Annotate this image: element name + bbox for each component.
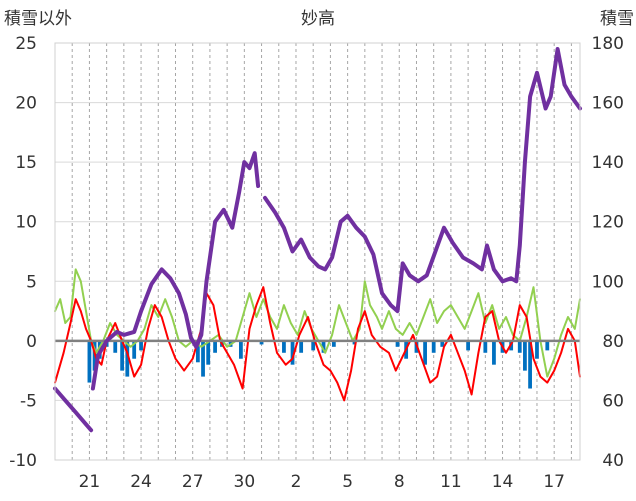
precipitation-bar (545, 340, 550, 351)
precipitation-bar (492, 340, 496, 365)
left-axis-label: 積雪以外 (4, 9, 72, 29)
precipitation-bar (132, 340, 137, 359)
right-tick-label: 180 (592, 34, 624, 54)
precipitation-bar (311, 340, 316, 351)
right-tick-label: 120 (592, 213, 624, 233)
x-tick-label: 14 (492, 472, 514, 492)
precipitation-bar (517, 340, 522, 353)
precipitation-bar (113, 340, 118, 353)
precipitation-bar (352, 340, 357, 345)
snow_depth-line (90, 151, 261, 391)
x-tick-label: 11 (440, 472, 462, 492)
precipitation-bar (321, 340, 326, 353)
right-tick-label: 100 (592, 272, 624, 292)
precipitation-bar (440, 340, 445, 347)
series-lines (53, 47, 582, 433)
precipitation-bar (201, 340, 205, 377)
precipitation-bar (466, 340, 471, 351)
left-tick-label: 0 (26, 332, 37, 352)
left-tick-label: 10 (15, 213, 37, 233)
precipitation-bar (125, 340, 130, 377)
right-tick-label: 60 (602, 391, 624, 411)
precipitation-bar (299, 340, 304, 353)
plot-border (54, 42, 581, 461)
left-tick-label: 25 (15, 34, 37, 54)
precipitation-bar (282, 340, 286, 353)
left-tick-label: 5 (26, 272, 37, 292)
chart-title: 妙高 (301, 9, 335, 29)
precipitation-bar (213, 340, 217, 353)
right-axis-label: 積雪 (600, 9, 634, 29)
precipitation-bar (139, 340, 143, 351)
precipitation-bar (87, 340, 92, 383)
x-tick-label: 2 (291, 472, 302, 492)
snow_depth-line (263, 47, 582, 314)
precipitation-bar (290, 340, 295, 365)
precipitation-bar (120, 340, 125, 371)
left-tick-label: 20 (15, 94, 37, 114)
x-tick-label: 21 (79, 472, 101, 492)
left-tick-label: -5 (20, 391, 37, 411)
precipitation-bar (331, 340, 336, 347)
x-tick-label: 5 (342, 472, 353, 492)
x-tick-label: 30 (234, 472, 256, 492)
x-tick-label: 17 (543, 472, 565, 492)
precipitation-bar (423, 340, 427, 365)
precipitation-bar (239, 340, 243, 359)
precipitation-bar (395, 340, 400, 347)
x-tick-label: 8 (394, 472, 405, 492)
right-tick-label: 160 (592, 94, 624, 114)
x-tick-label: 24 (130, 472, 152, 492)
left-tick-label: -10 (9, 451, 37, 471)
precipitation-bar (528, 340, 532, 389)
x-tick-label: 27 (182, 472, 204, 492)
right-tick-label: 140 (592, 153, 624, 173)
right-tick-label: 40 (602, 451, 624, 471)
precipitation-bar (483, 340, 488, 353)
precipitation-bar (195, 340, 200, 363)
snow_depth-line (53, 386, 94, 433)
precipitation-bar (259, 340, 264, 345)
precipitation-bar (206, 340, 211, 365)
temperature-line (54, 286, 581, 402)
precipitation-bar (431, 340, 436, 353)
precipitation-bar (535, 340, 539, 359)
left-tick-label: 15 (15, 153, 37, 173)
plot-area (55, 43, 580, 460)
precipitation-bar (523, 340, 527, 371)
right-tick-label: 80 (602, 332, 624, 352)
